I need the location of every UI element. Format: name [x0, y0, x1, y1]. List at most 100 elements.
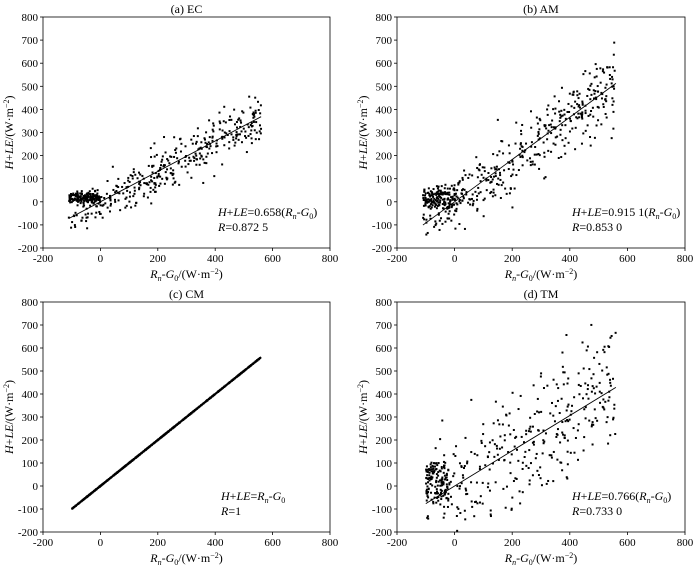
- data-point: [531, 425, 534, 428]
- data-point: [462, 188, 465, 191]
- text-fragment: 0: [174, 558, 178, 567]
- data-point: [476, 176, 479, 179]
- data-point: [496, 154, 499, 157]
- data-point: [585, 393, 588, 396]
- data-point: [113, 198, 116, 201]
- text-fragment: (: [2, 133, 16, 137]
- text-fragment: 1: [235, 504, 241, 518]
- data-point: [563, 113, 566, 116]
- data-point: [534, 146, 537, 149]
- data-point: [75, 214, 78, 217]
- data-point: [612, 127, 615, 130]
- data-point: [566, 405, 569, 408]
- data-point: [138, 188, 141, 191]
- data-point: [436, 464, 439, 467]
- data-point: [525, 464, 528, 467]
- data-point: [447, 212, 450, 215]
- data-point: [427, 488, 430, 491]
- data-point: [195, 154, 198, 157]
- data-point: [91, 187, 94, 190]
- data-point: [523, 151, 526, 154]
- data-point: [586, 388, 589, 391]
- data-point: [87, 192, 90, 195]
- data-point: [544, 176, 547, 179]
- data-point: [581, 341, 584, 344]
- data-point: [487, 172, 490, 175]
- data-point: [589, 136, 592, 139]
- data-point: [550, 454, 553, 457]
- data-point: [541, 452, 544, 455]
- data-point: [467, 201, 470, 204]
- data-point: [587, 87, 590, 90]
- data-point: [178, 138, 181, 141]
- data-point: [199, 157, 202, 160]
- data-point: [90, 195, 93, 198]
- data-point: [511, 206, 514, 209]
- data-point: [436, 496, 439, 499]
- data-point: [68, 194, 71, 197]
- data-point: [485, 179, 488, 182]
- data-point: [576, 429, 579, 432]
- data-point: [564, 117, 567, 120]
- data-point: [583, 436, 586, 439]
- data-point: [172, 172, 175, 175]
- data-point: [465, 493, 468, 496]
- data-point: [551, 401, 554, 404]
- data-point: [87, 194, 90, 197]
- data-point: [253, 129, 256, 132]
- text-fragment: /: [533, 267, 537, 281]
- text-fragment: W: [540, 551, 552, 565]
- data-point: [436, 190, 439, 193]
- data-point: [556, 428, 559, 431]
- data-point: [531, 163, 534, 166]
- data-point: [503, 169, 506, 172]
- text-fragment: ·: [197, 267, 201, 281]
- text-fragment: n: [512, 558, 516, 567]
- data-point: [230, 133, 233, 136]
- data-point: [437, 201, 440, 204]
- data-point: [150, 156, 153, 159]
- data-point: [433, 201, 436, 204]
- data-point: [426, 485, 429, 488]
- data-point: [561, 114, 564, 117]
- data-point: [453, 194, 456, 197]
- data-point: [464, 518, 467, 521]
- data-point: [461, 474, 464, 477]
- data-point: [448, 191, 451, 194]
- data-point: [588, 72, 591, 75]
- data-point: [566, 418, 569, 421]
- data-point: [428, 193, 431, 196]
- data-point: [424, 194, 427, 197]
- data-point: [128, 200, 131, 203]
- data-point: [435, 501, 438, 504]
- data-point: [424, 199, 427, 202]
- data-point: [436, 484, 439, 487]
- data-point: [520, 129, 523, 132]
- data-point: [87, 191, 90, 194]
- data-point: [448, 206, 451, 209]
- text-fragment: -: [162, 267, 166, 281]
- data-point: [517, 169, 520, 172]
- data-point: [572, 90, 575, 93]
- data-point: [613, 87, 616, 90]
- data-point: [68, 200, 71, 203]
- data-point: [509, 433, 512, 436]
- data-point: [138, 182, 141, 185]
- data-point: [536, 122, 539, 125]
- data-point: [438, 219, 441, 222]
- text-fragment: 7: [617, 489, 623, 503]
- data-point: [461, 178, 464, 181]
- text-fragment: +: [356, 154, 370, 161]
- text-fragment: W: [540, 267, 552, 281]
- y-tick-label: 600: [376, 343, 393, 355]
- data-point: [422, 213, 425, 216]
- x-axis-label: Rn-G0/(W·m−2): [504, 551, 578, 567]
- data-point: [127, 176, 130, 179]
- data-point: [444, 476, 447, 479]
- data-point: [440, 489, 443, 492]
- data-point: [574, 126, 577, 129]
- text-fragment: H: [217, 205, 228, 219]
- text-fragment: G: [655, 489, 664, 503]
- data-point: [582, 132, 585, 135]
- text-fragment: ·: [356, 402, 370, 406]
